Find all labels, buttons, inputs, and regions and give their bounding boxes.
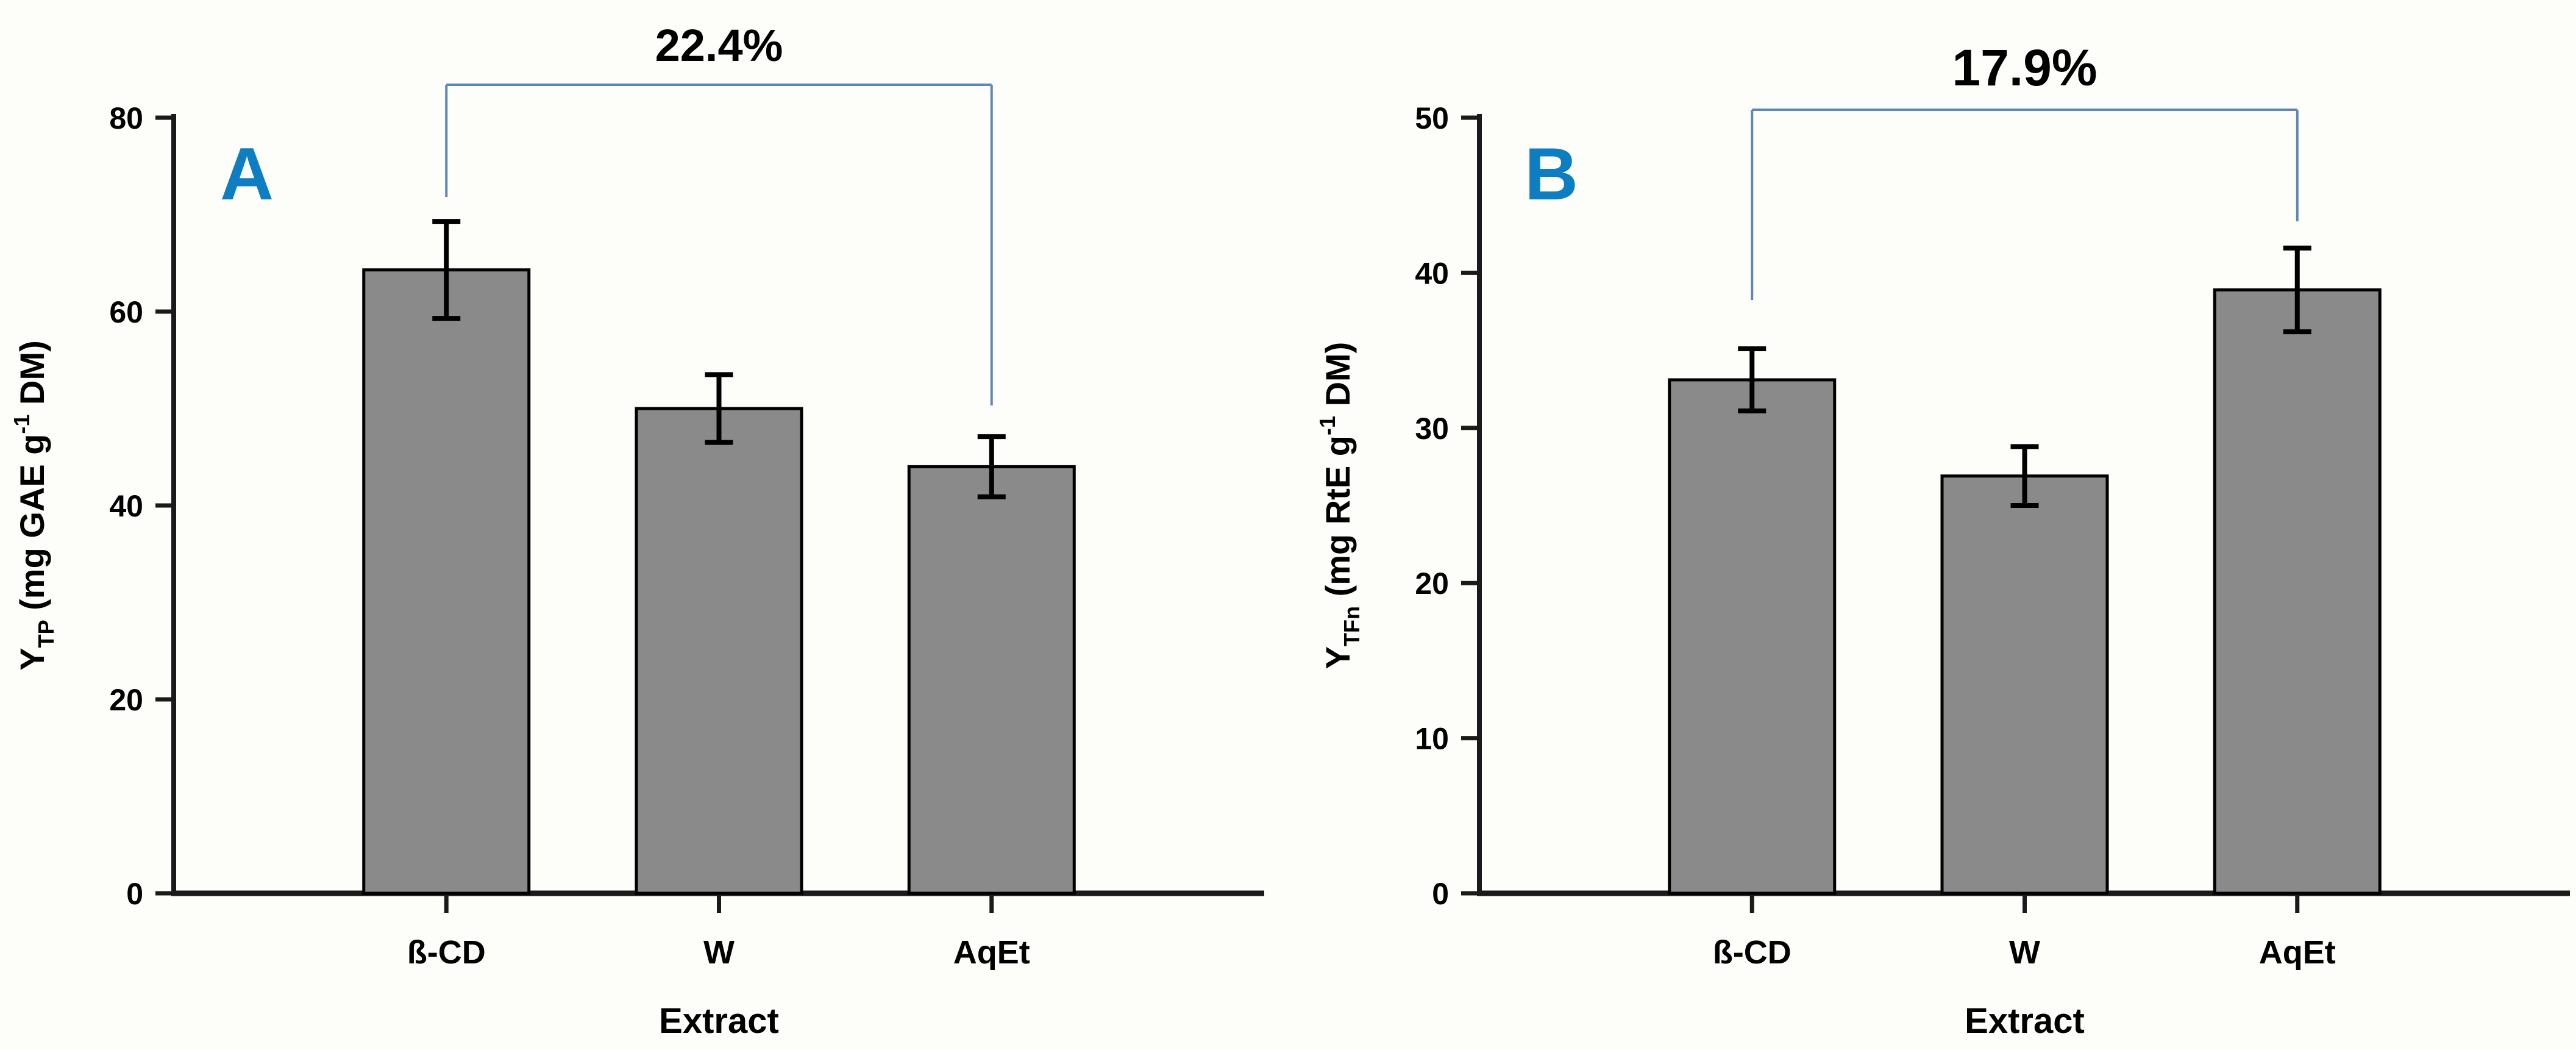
bar-ß-CD — [1668, 378, 1837, 895]
x-tick-label: AqEt — [2259, 934, 2336, 971]
bar-W — [635, 407, 803, 895]
y-tick-label: 40 — [109, 489, 143, 523]
y-axis-title-segment: DM) — [13, 340, 51, 414]
y-tick-label: 0 — [126, 877, 143, 911]
x-tick-label: ß-CD — [1713, 934, 1791, 971]
bar-ß-CD — [362, 268, 531, 895]
x-tick-label: AqEt — [953, 934, 1030, 971]
y-axis-title-sub: TFn — [1339, 606, 1364, 646]
panel-letter: B — [1525, 132, 1578, 215]
y-tick-label: 80 — [109, 101, 143, 135]
y-axis-title-sup: -1 — [9, 415, 34, 434]
y-tick-label: 20 — [109, 683, 143, 717]
y-tick-label: 40 — [1415, 256, 1449, 290]
panel-A: 0 20 40 60 80 ß-CD W AqEt 22.4% A Extract YTP (mg G… — [9, 20, 1264, 1041]
x-tick-label: W — [2009, 934, 2040, 971]
y-tick-label: 20 — [1415, 566, 1449, 601]
y-axis-title-sup: -1 — [1315, 416, 1340, 435]
y-tick-label: 60 — [109, 295, 143, 329]
y-axis-title-segment: (mg RtE g — [1318, 435, 1357, 606]
bar-AqEt — [907, 465, 1076, 895]
x-tick-label: W — [703, 934, 735, 971]
panel-letter: A — [220, 132, 274, 215]
y-axis-title: YTP (mg GAE g-1 DM) — [9, 340, 59, 671]
bar-W — [1940, 474, 2109, 895]
x-tick-label: ß-CD — [407, 934, 486, 971]
percent-difference-label: 17.9% — [1952, 39, 2097, 96]
panel-B: 0 10 20 30 40 50 ß-CD W AqEt 17.9% B Extract YTFn (m… — [1315, 39, 2570, 1041]
y-tick-label: 10 — [1415, 722, 1449, 756]
bar-AqEt — [2213, 288, 2382, 895]
y-axis-title-sub: TP — [34, 620, 59, 648]
percent-difference-label: 22.4% — [655, 20, 783, 71]
x-axis-title: Extract — [659, 1001, 779, 1041]
y-tick-label: 0 — [1432, 877, 1449, 911]
y-axis-title-segment: (mg GAE g — [13, 434, 51, 620]
y-axis-title-segment: Y — [13, 648, 51, 670]
y-tick-label: 50 — [1415, 101, 1449, 135]
y-axis-title-segment: Y — [1318, 646, 1357, 669]
y-axis-title-segment: DM) — [1318, 342, 1357, 416]
y-tick-label: 30 — [1415, 412, 1449, 446]
y-axis-title: YTFn (mg RtE g-1 DM) — [1315, 342, 1364, 670]
x-axis-title: Extract — [1965, 1001, 2085, 1041]
